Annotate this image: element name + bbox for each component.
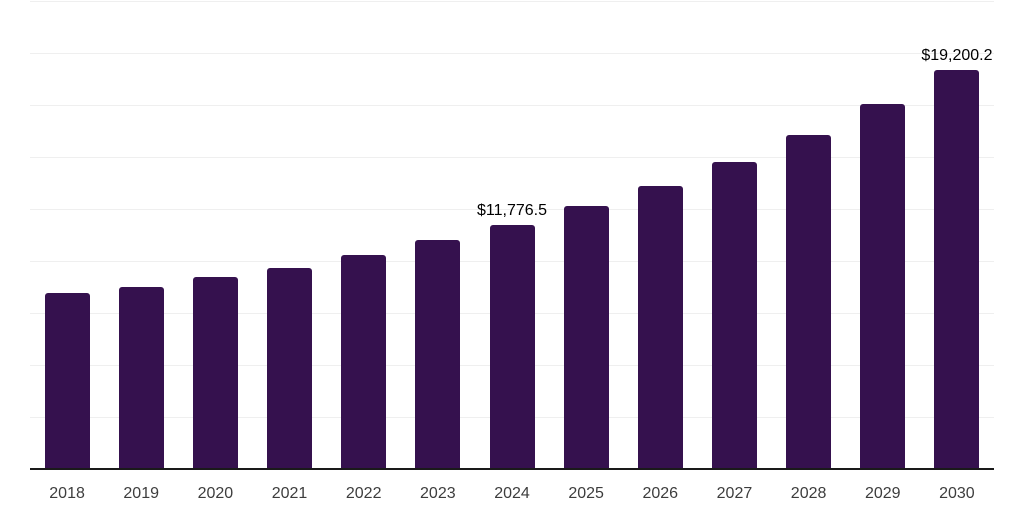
gridline [30, 209, 994, 211]
gridline [30, 52, 994, 54]
data-label-2024: $11,776.5 [477, 201, 547, 219]
x-tick-label-2021: 2021 [271, 485, 308, 502]
data-label-2030: $19,200.2 [921, 47, 993, 64]
x-tick-label-2029: 2029 [864, 485, 901, 502]
bar-2022[interactable] [341, 255, 387, 470]
bar-2026[interactable] [637, 186, 683, 470]
gridline [30, 0, 994, 2]
x-tick-label-2022: 2022 [345, 485, 382, 502]
bar-2023[interactable] [415, 240, 461, 470]
gridline [30, 157, 994, 158]
bar-2027[interactable] [711, 162, 757, 470]
x-tick-label-2028: 2028 [790, 485, 827, 502]
bar-2021[interactable] [267, 267, 313, 470]
x-tick-label-2019: 2019 [123, 485, 159, 502]
x-tick-label-2018: 2018 [49, 485, 85, 502]
bar-2029[interactable] [860, 104, 906, 470]
gridline [30, 104, 994, 106]
bar-2020[interactable] [192, 277, 238, 470]
bar-2028[interactable] [786, 135, 832, 470]
x-tick-label-2020: 2020 [197, 485, 234, 502]
x-tick-label-2030: 2030 [939, 485, 975, 502]
bar-2030[interactable] [934, 70, 980, 470]
x-tick-label-2027: 2027 [716, 485, 753, 502]
bar-2024[interactable] [489, 224, 535, 470]
x-axis-line [30, 468, 994, 470]
bar-2019[interactable] [118, 286, 164, 470]
x-tick-label-2023: 2023 [420, 485, 456, 502]
x-tick-label-2024: 2024 [494, 485, 530, 502]
bar-2025[interactable] [563, 206, 609, 470]
x-tick-label-2025: 2025 [568, 485, 604, 502]
bar-2018[interactable] [44, 293, 90, 470]
x-tick-label-2026: 2026 [642, 485, 679, 502]
plot-area: $11,776.5 $19,200.2 [30, 0, 994, 470]
